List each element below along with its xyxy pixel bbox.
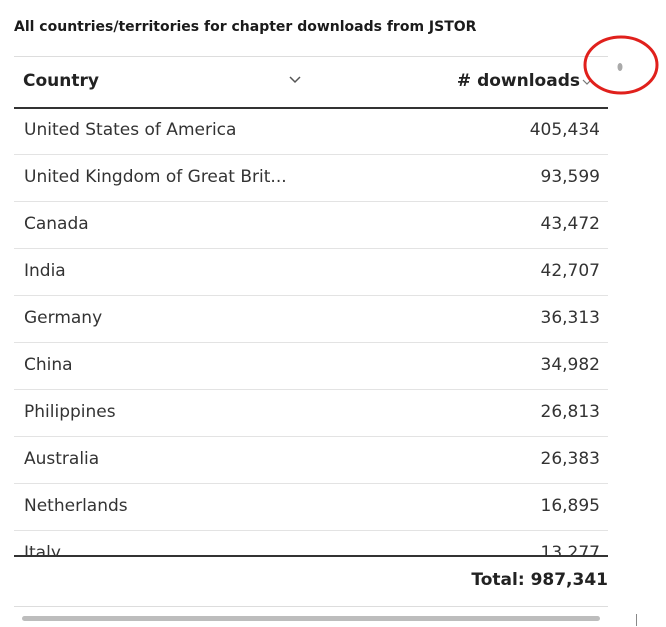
sort-icon[interactable]	[288, 75, 302, 85]
column-header[interactable]: # downloads	[456, 71, 580, 91]
table-row: Netherlands 16,895	[14, 484, 608, 531]
country: China	[24, 355, 73, 375]
country: Canada	[24, 214, 89, 234]
sort-icon[interactable]	[582, 79, 592, 87]
downloads: 36,313	[540, 308, 600, 328]
table-body: United States of America 405,434 United Ki…	[14, 108, 608, 555]
downloads: 43,472	[540, 214, 600, 234]
column-header[interactable]: Country	[23, 71, 99, 91]
country: United Kingdom of Great Brit...	[24, 167, 287, 187]
downloads: 34,982	[540, 355, 600, 375]
downloads: 13,277	[540, 543, 600, 555]
highlight-circle	[583, 35, 659, 95]
table-row: Canada 43,472	[14, 202, 608, 249]
downloads: 26,813	[540, 402, 600, 422]
country: Philippines	[24, 402, 116, 422]
table-row: Australia 26,383	[14, 437, 608, 484]
country: Italy	[24, 543, 61, 555]
table-row: Italy 13,277	[14, 531, 608, 555]
country: Netherlands	[24, 496, 128, 516]
table-row: Germany 36,313	[14, 296, 608, 343]
country: Australia	[24, 449, 100, 469]
divider	[14, 555, 608, 557]
table-row: China 34,982	[14, 343, 608, 390]
downloads: 26,383	[540, 449, 600, 469]
country: Germany	[24, 308, 103, 328]
divider	[14, 606, 608, 607]
title: All countries/territories for chapter do…	[14, 19, 477, 35]
table-row: Philippines 26,813	[14, 390, 608, 437]
table-header: Country # downloads	[14, 56, 608, 109]
downloads: 93,599	[540, 167, 600, 187]
cursor	[636, 614, 637, 626]
total: Total: 987,341	[471, 570, 608, 590]
table-row: India 42,707	[14, 249, 608, 296]
country: India	[24, 261, 66, 281]
downloads: 16,895	[540, 496, 600, 516]
table-row: United Kingdom of Great Brit... 93,599	[14, 155, 608, 202]
country: United States of America	[24, 120, 237, 140]
scrollbar[interactable]	[22, 616, 600, 621]
downloads: 42,707	[540, 261, 600, 281]
downloads: 405,434	[529, 120, 600, 140]
table-row: United States of America 405,434	[14, 108, 608, 155]
